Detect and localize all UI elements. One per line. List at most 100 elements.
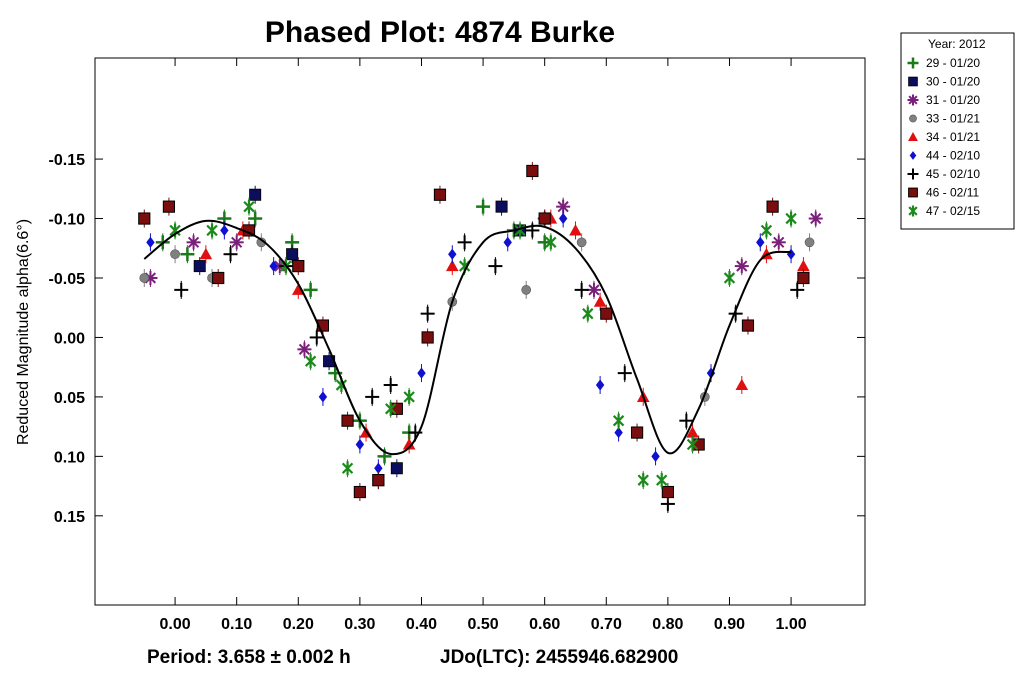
data-point [292,259,305,273]
legend-entry: 30 - 01/20 [926,75,980,89]
data-point [420,306,435,321]
data-point [303,282,318,297]
legend-marker [908,187,918,198]
data-point [804,237,815,248]
data-point [403,389,415,404]
x-tick-label: 0.30 [344,616,375,633]
data-point [180,247,195,262]
legend: Year: 2012 29 - 01/20 30 - 01/20 31 - 01/2… [900,32,1015,230]
data-point [206,223,218,238]
data-point [374,462,383,474]
legend-entry: 44 - 02/10 [926,149,980,163]
x-tick-label: 0.80 [652,616,683,633]
data-point [174,282,189,297]
legend-marker [908,205,918,217]
chart-title: Phased Plot: 4874 Burke [265,16,615,49]
y-tick-label: 0.00 [54,330,85,347]
y-axis-label: Reduced Magnitude alpha(6.6°) [15,219,32,445]
data-point [365,389,380,404]
legend-entry: 47 - 02/15 [926,204,980,218]
data-point [538,212,551,225]
data-point [269,260,278,272]
data-point [545,235,557,250]
legend-entry: 31 - 01/20 [926,93,980,107]
data-point [318,391,328,403]
data-point [457,235,472,250]
data-point [220,224,229,237]
data-point [170,249,180,260]
data-point [488,259,503,274]
data-point [790,282,805,297]
fit-curve [143,219,792,456]
data-point [402,438,416,450]
y-tick-label: 0.10 [54,449,85,466]
data-point [558,212,568,225]
data-point [383,378,398,393]
data-point [556,199,571,214]
data-point [723,270,736,285]
data-point [248,211,263,226]
data-point [630,426,644,439]
data-point [193,260,206,273]
jdo-label: JDo(LTC): 2455946.682900 [440,647,678,668]
data-point [476,199,491,214]
x-tick-label: 0.10 [221,616,252,633]
x-tick-label: 0.90 [714,616,745,633]
y-tick-label: 0.05 [54,390,85,407]
data-point [600,307,613,320]
data-point [243,199,255,214]
data-point [138,212,151,225]
x-tick-label: 0.70 [591,616,622,633]
x-tick-label: 0.20 [283,616,314,633]
data-point [212,271,225,285]
data-point [249,188,262,201]
data-point [576,237,587,248]
data-point [574,282,589,297]
data-point [297,342,312,357]
data-point [771,235,786,250]
data-point [612,413,625,428]
data-point [390,402,403,415]
data-point [291,283,305,295]
data-point [526,164,539,178]
x-tick-label: 0.50 [468,616,499,633]
data-point [503,236,512,248]
data-point [408,425,423,440]
data-point [417,367,426,379]
data-point [286,248,299,261]
data-point [661,485,674,499]
y-tick-label: -0.05 [49,271,86,288]
x-tick-label: 0.40 [406,616,437,633]
data-point [656,473,668,488]
data-point [445,259,459,272]
x-tick-label: 0.60 [529,616,560,633]
data-point [586,282,601,297]
data-point [617,366,632,381]
data-point [651,450,660,462]
legend-marker [907,94,919,106]
data-point [595,379,605,391]
x-tick-label: 1.00 [776,616,807,633]
data-point [760,223,773,238]
data-point [741,319,755,332]
data-point [433,188,447,201]
data-point [495,200,508,213]
data-point [692,438,705,451]
data-point [355,438,365,451]
data-point [797,271,810,285]
legend-entry: 45 - 02/10 [926,167,980,181]
data-point [139,273,150,283]
data-point [309,330,324,345]
data-point [229,235,244,250]
data-point [679,413,694,428]
data-point [686,426,699,438]
legend-marker [908,76,918,87]
legend-entry: 34 - 01/21 [926,130,980,144]
data-point [390,462,403,475]
legend-marker [907,168,919,180]
data-point [341,461,354,476]
x-tick-label: 0.00 [160,616,191,633]
data-point [199,247,213,260]
data-point [304,354,317,369]
